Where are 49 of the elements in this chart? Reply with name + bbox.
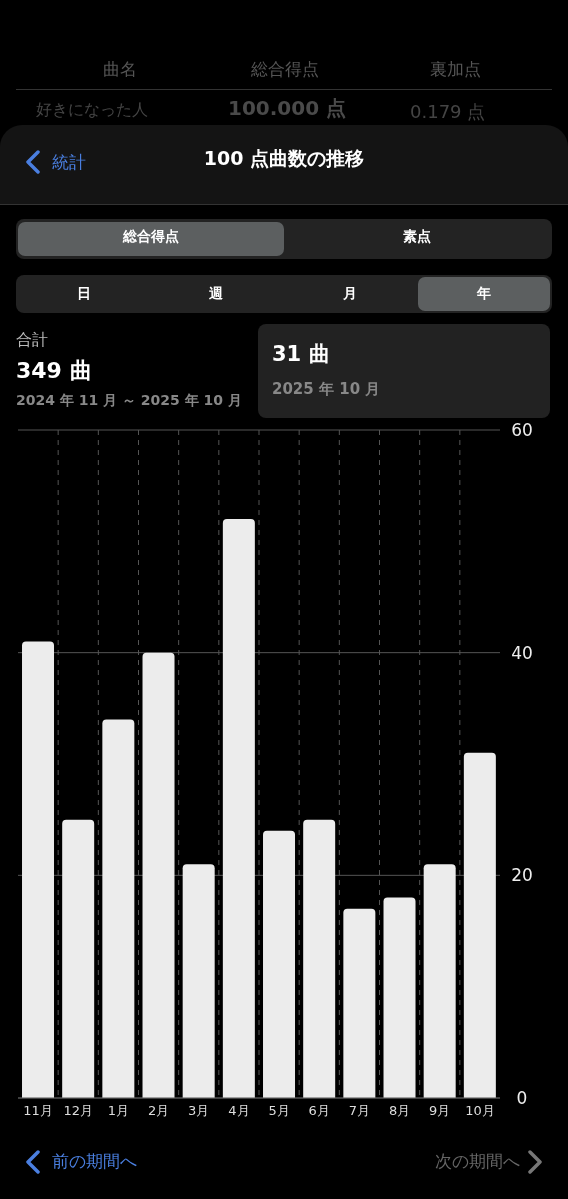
x-tick-label: 6月 — [308, 1103, 330, 1119]
text: 0.179 点 — [410, 100, 487, 124]
y-tick-label: 0 — [516, 1088, 528, 1109]
text: 週 — [208, 285, 224, 303]
text: 100.000 点 — [226, 95, 348, 122]
bar — [142, 652, 175, 1098]
x-tick-label: 3月 — [188, 1103, 210, 1119]
text: 2024 年 11 月 ～ 2025 年 10 月 — [16, 392, 242, 408]
bar — [22, 641, 55, 1098]
text: 曲名 — [102, 58, 138, 81]
y-tick-label: 60 — [511, 420, 533, 441]
text: 月 — [342, 285, 358, 303]
text: 年 — [476, 285, 492, 303]
text: 好きになった人 — [36, 100, 149, 121]
bar — [303, 819, 336, 1098]
bar — [62, 819, 95, 1098]
x-tick-label: 8月 — [388, 1103, 411, 1119]
bar — [263, 830, 296, 1098]
x-tick-label: 11月 — [23, 1103, 53, 1119]
x-tick-label: 5月 — [268, 1103, 290, 1119]
x-tick-label: 4月 — [228, 1103, 250, 1119]
x-tick-label: 12月 — [63, 1103, 94, 1119]
bar — [182, 864, 215, 1098]
text: 合計 — [16, 330, 49, 351]
text: 総合得点 — [121, 228, 180, 246]
x-tick-label: 1月 — [107, 1103, 130, 1119]
text: 日 — [76, 285, 92, 303]
text: 次の期間へ — [434, 1150, 520, 1173]
y-tick-label: 40 — [511, 642, 533, 663]
x-tick-label: 7月 — [348, 1103, 371, 1119]
text: 2025 年 10 月 — [272, 380, 382, 399]
x-tick-label: 2月 — [147, 1103, 170, 1119]
text: 総合得点 — [250, 58, 320, 81]
bar — [463, 752, 496, 1098]
bar — [343, 908, 376, 1098]
text: 349 曲 — [16, 357, 93, 385]
text: 素点 — [402, 228, 432, 246]
x-tick-label: 9月 — [429, 1103, 451, 1119]
chart-title: 100 点曲数の推移 — [203, 147, 365, 169]
text: 31 曲 — [272, 341, 331, 368]
x-tick-label: 10月 — [465, 1103, 495, 1119]
text: 統計 — [52, 151, 87, 174]
bar — [423, 864, 456, 1098]
bar — [222, 519, 255, 1098]
bar — [102, 719, 135, 1098]
text: 裏加点 — [428, 58, 482, 81]
text: 前の期間へ — [52, 1150, 138, 1173]
bar — [383, 897, 416, 1098]
y-tick-label: 20 — [511, 865, 533, 886]
